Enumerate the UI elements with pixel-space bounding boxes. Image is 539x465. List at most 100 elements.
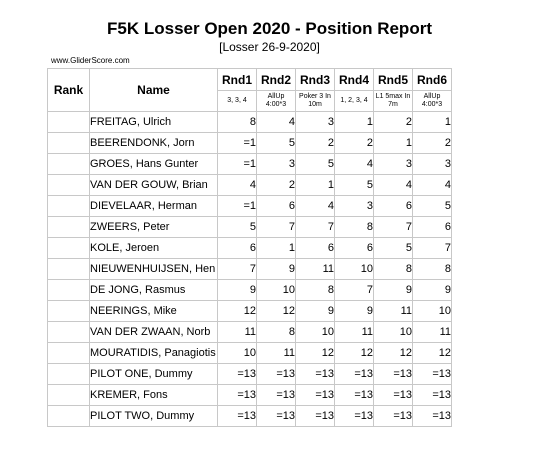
table-row: BEERENDONK, Jorn =1 5 2 2 1 2: [47, 132, 452, 154]
round-position-cell: =13: [412, 405, 452, 427]
watermark: www.GliderScore.com: [51, 56, 130, 65]
pilot-name-cell: FREITAG, Ulrich: [89, 111, 218, 133]
round-position-cell: =13: [412, 363, 452, 385]
rank-cell: [47, 132, 90, 154]
round-position-cell: 9: [334, 300, 374, 322]
round-position-cell: 7: [295, 216, 335, 238]
table-row: GROES, Hans Gunter =1 3 5 4 3 3: [47, 153, 452, 175]
name-header: Name: [89, 68, 218, 112]
table-row: MOURATIDIS, Panagiotis 10 11 12 12 12 12: [47, 342, 452, 364]
round-header: Rnd5: [373, 68, 413, 91]
round-position-cell: 11: [412, 321, 452, 343]
round-position-cell: 5: [295, 153, 335, 175]
table-row: NIEUWENHUIJSEN, Hen 7 9 11 10 8 8: [47, 258, 452, 280]
pilot-name-cell: NEERINGS, Mike: [89, 300, 218, 322]
round-position-cell: 5: [412, 195, 452, 217]
rank-cell: [47, 321, 90, 343]
round-position-cell: 3: [334, 195, 374, 217]
round-position-cell: =13: [334, 384, 374, 406]
pilot-name-cell: BEERENDONK, Jorn: [89, 132, 218, 154]
round-position-cell: =13: [412, 384, 452, 406]
rank-cell: [47, 216, 90, 238]
round-position-cell: 1: [412, 111, 452, 133]
round-position-cell: =1: [217, 195, 257, 217]
round-position-cell: 2: [256, 174, 296, 196]
table-row: VAN DER GOUW, Brian 4 2 1 5 4 4: [47, 174, 452, 196]
round-position-cell: 9: [373, 279, 413, 301]
round-task: AllUp 4:00*3: [256, 90, 296, 112]
round-position-cell: =13: [217, 363, 257, 385]
table-row: FREITAG, Ulrich 8 4 3 1 2 1: [47, 111, 452, 133]
round-position-cell: 9: [256, 258, 296, 280]
round-header: Rnd2: [256, 68, 296, 91]
round-position-cell: 4: [373, 174, 413, 196]
round-position-cell: =13: [373, 405, 413, 427]
rank-cell: [47, 363, 90, 385]
rank-cell: [47, 237, 90, 259]
round-position-cell: 6: [295, 237, 335, 259]
round-position-cell: 6: [334, 237, 374, 259]
table-row: PILOT ONE, Dummy =13 =13 =13 =13 =13 =13: [47, 363, 452, 385]
table-row: DIEVELAAR, Herman =1 6 4 3 6 5: [47, 195, 452, 217]
table-row: KREMER, Fons =13 =13 =13 =13 =13 =13: [47, 384, 452, 406]
round-position-cell: 3: [295, 111, 335, 133]
round-position-cell: 7: [373, 216, 413, 238]
position-report-table: Rank Name Rnd1 Rnd2 Rnd3 Rnd4 Rnd5 Rnd6 …: [47, 68, 452, 427]
round-position-cell: =13: [295, 363, 335, 385]
rank-header: Rank: [47, 68, 90, 112]
round-position-cell: 9: [412, 279, 452, 301]
pilot-name-cell: KREMER, Fons: [89, 384, 218, 406]
pilot-name-cell: NIEUWENHUIJSEN, Hen: [89, 258, 218, 280]
round-position-cell: 10: [295, 321, 335, 343]
round-position-cell: 12: [334, 342, 374, 364]
round-position-cell: 11: [334, 321, 374, 343]
round-position-cell: 1: [295, 174, 335, 196]
round-position-cell: 8: [373, 258, 413, 280]
round-position-cell: =13: [295, 405, 335, 427]
round-position-cell: =13: [256, 405, 296, 427]
round-header: Rnd1: [217, 68, 257, 91]
pilot-name-cell: PILOT TWO, Dummy: [89, 405, 218, 427]
round-position-cell: =13: [217, 405, 257, 427]
rank-cell: [47, 195, 90, 217]
table-row: PILOT TWO, Dummy =13 =13 =13 =13 =13 =13: [47, 405, 452, 427]
report-title: F5K Losser Open 2020 - Position Report: [107, 19, 432, 38]
round-position-cell: 7: [256, 216, 296, 238]
pilot-name-cell: MOURATIDIS, Panagiotis: [89, 342, 218, 364]
rank-cell: [47, 279, 90, 301]
round-position-cell: 12: [256, 300, 296, 322]
round-position-cell: 4: [412, 174, 452, 196]
round-position-cell: 11: [256, 342, 296, 364]
round-position-cell: =1: [217, 153, 257, 175]
round-position-cell: =13: [217, 384, 257, 406]
round-position-cell: 2: [373, 111, 413, 133]
round-position-cell: 11: [295, 258, 335, 280]
round-position-cell: 10: [373, 321, 413, 343]
pilot-name-cell: KOLE, Jeroen: [89, 237, 218, 259]
round-position-cell: =1: [217, 132, 257, 154]
round-position-cell: 12: [373, 342, 413, 364]
pilot-name-cell: VAN DER ZWAAN, Norb: [89, 321, 218, 343]
round-position-cell: 10: [217, 342, 257, 364]
round-position-cell: 12: [295, 342, 335, 364]
rank-cell: [47, 384, 90, 406]
round-position-cell: =13: [334, 405, 374, 427]
round-position-cell: =13: [334, 363, 374, 385]
round-position-cell: 5: [334, 174, 374, 196]
round-position-cell: 12: [217, 300, 257, 322]
pilot-name-cell: DE JONG, Rasmus: [89, 279, 218, 301]
round-position-cell: 1: [373, 132, 413, 154]
round-position-cell: =13: [373, 363, 413, 385]
round-position-cell: 7: [217, 258, 257, 280]
round-position-cell: 1: [334, 111, 374, 133]
round-position-cell: 11: [373, 300, 413, 322]
round-position-cell: 6: [373, 195, 413, 217]
round-position-cell: 10: [256, 279, 296, 301]
table-row: DE JONG, Rasmus 9 10 8 7 9 9: [47, 279, 452, 301]
table-row: ZWEERS, Peter 5 7 7 8 7 6: [47, 216, 452, 238]
round-position-cell: 10: [412, 300, 452, 322]
round-position-cell: 8: [256, 321, 296, 343]
round-position-cell: 6: [256, 195, 296, 217]
round-task: AllUp 4:00*3: [412, 90, 452, 112]
round-position-cell: 10: [334, 258, 374, 280]
